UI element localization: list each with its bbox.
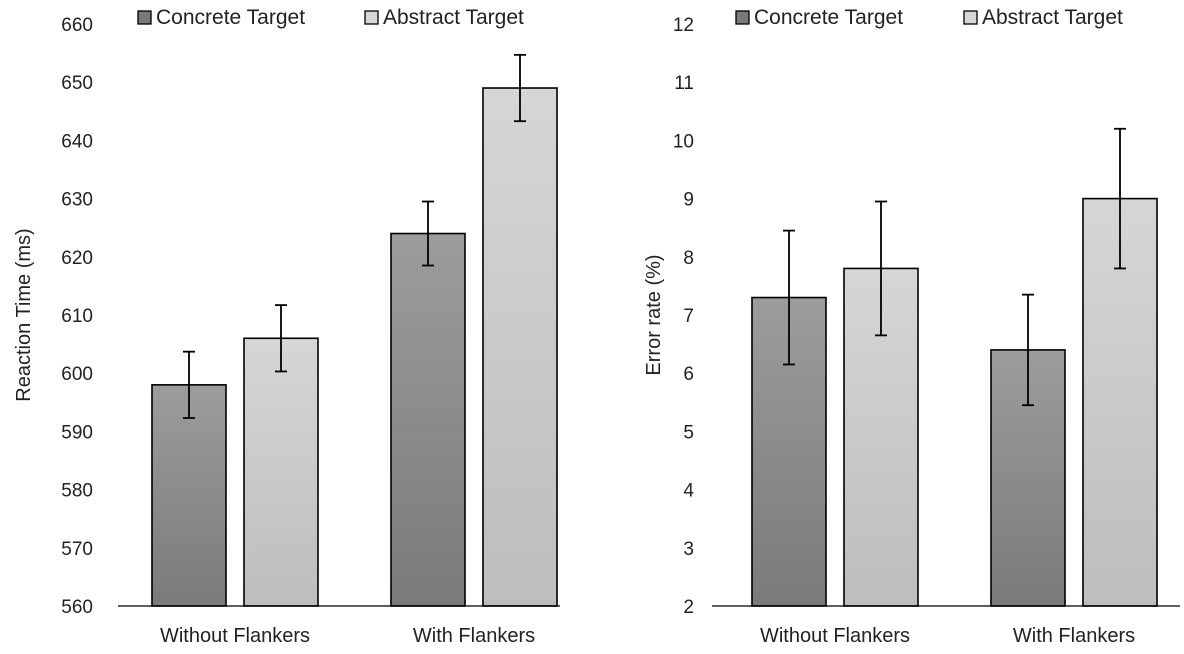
y-tick-label: 640 — [61, 131, 93, 152]
category-label: Without Flankers — [760, 625, 910, 647]
y-tick-label: 5 — [683, 422, 694, 443]
y-axis-label: Error rate (%) — [643, 254, 665, 375]
y-tick-label: 600 — [61, 364, 93, 385]
y-tick-label: 590 — [61, 422, 93, 443]
bar — [243, 337, 319, 607]
category-label: With Flankers — [1013, 625, 1135, 647]
y-tick-label: 630 — [61, 190, 93, 211]
category-label: With Flankers — [413, 625, 535, 647]
y-tick-label: 8 — [683, 248, 694, 269]
y-tick-label: 610 — [61, 306, 93, 327]
reaction-time-chart: 560 570 580 590 600 610 620 630 640 650 660 Reactio… — [13, 6, 560, 647]
y-tick-label: 4 — [683, 481, 694, 502]
legend-label: Concrete Target — [754, 6, 903, 29]
y-tick-label: 12 — [673, 15, 694, 36]
legend-swatch — [963, 10, 978, 25]
y-tick-label: 6 — [683, 364, 694, 385]
y-tick-label: 580 — [61, 481, 93, 502]
y-tick-label: 10 — [673, 131, 694, 152]
y-tick-label: 3 — [683, 539, 694, 560]
y-tick-label: 620 — [61, 248, 93, 269]
bar — [151, 384, 227, 607]
y-axis-label: Reaction Time (ms) — [13, 228, 35, 401]
y-tick-label: 660 — [61, 15, 93, 36]
legend-swatch — [735, 10, 750, 25]
y-tick-label: 11 — [674, 73, 694, 94]
category-label: Without Flankers — [160, 625, 310, 647]
y-tick-label: 7 — [683, 306, 694, 327]
y-tick-label: 560 — [61, 597, 93, 618]
bar — [390, 232, 466, 607]
legend-label: Abstract Target — [383, 6, 524, 29]
legend-label: Concrete Target — [156, 6, 305, 29]
legend-label: Abstract Target — [982, 6, 1123, 29]
legend-swatch — [364, 10, 379, 25]
y-tick-label: 9 — [683, 190, 694, 211]
y-tick-label: 2 — [683, 597, 694, 618]
error-rate-chart: 2 3 4 5 6 7 8 9 10 11 12 Error rate (%) Without Flan… — [643, 6, 1180, 647]
bar — [482, 87, 558, 607]
legend-swatch — [137, 10, 152, 25]
y-tick-label: 570 — [61, 539, 93, 560]
y-tick-label: 650 — [61, 73, 93, 94]
